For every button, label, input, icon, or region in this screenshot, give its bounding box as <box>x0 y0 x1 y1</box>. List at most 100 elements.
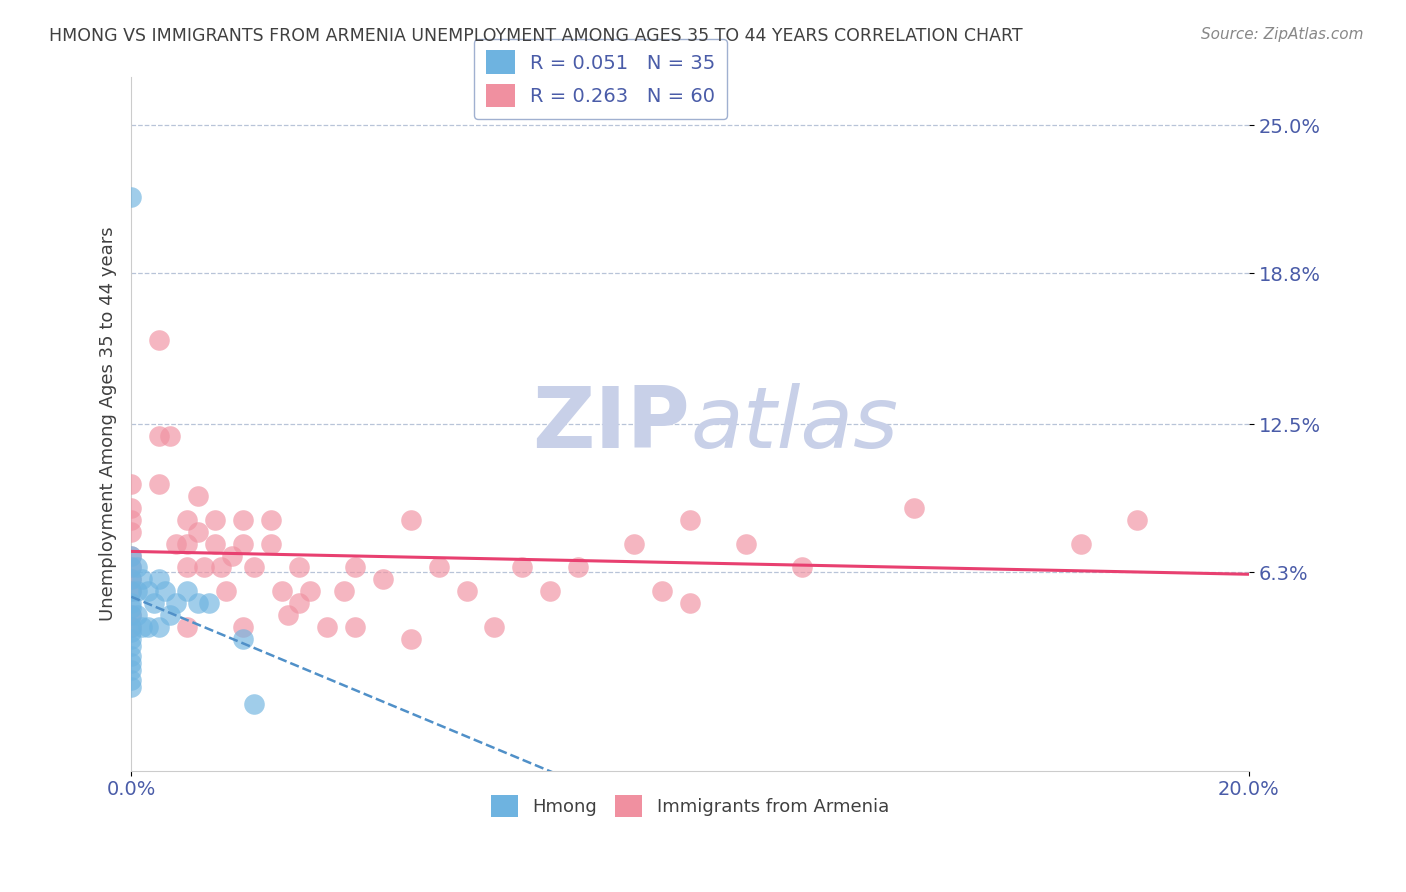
Point <box>159 608 181 623</box>
Point <box>120 573 142 587</box>
Point <box>120 549 142 563</box>
Point <box>187 489 209 503</box>
Point <box>120 596 142 610</box>
Point <box>204 536 226 550</box>
Point <box>120 513 142 527</box>
Point <box>120 601 142 615</box>
Point <box>120 625 142 640</box>
Point <box>623 536 645 550</box>
Point <box>567 560 589 574</box>
Point <box>176 513 198 527</box>
Point <box>187 596 209 610</box>
Legend: Hmong, Immigrants from Armenia: Hmong, Immigrants from Armenia <box>484 788 897 824</box>
Point <box>120 680 142 694</box>
Point <box>332 584 354 599</box>
Text: atlas: atlas <box>690 383 898 466</box>
Point <box>136 620 159 634</box>
Point <box>120 620 142 634</box>
Text: HMONG VS IMMIGRANTS FROM ARMENIA UNEMPLOYMENT AMONG AGES 35 TO 44 YEARS CORRELAT: HMONG VS IMMIGRANTS FROM ARMENIA UNEMPLO… <box>49 27 1022 45</box>
Point <box>232 632 254 647</box>
Point <box>176 584 198 599</box>
Point <box>299 584 322 599</box>
Point <box>120 640 142 654</box>
Point <box>1070 536 1092 550</box>
Point <box>288 560 311 574</box>
Point <box>456 584 478 599</box>
Point <box>120 584 142 599</box>
Point <box>176 620 198 634</box>
Point <box>120 620 142 634</box>
Point <box>148 334 170 348</box>
Point <box>120 549 142 563</box>
Point <box>903 500 925 515</box>
Point <box>399 632 422 647</box>
Point <box>148 620 170 634</box>
Point <box>399 513 422 527</box>
Point <box>232 620 254 634</box>
Point <box>120 573 142 587</box>
Point <box>120 584 142 599</box>
Point <box>131 620 153 634</box>
Point <box>343 620 366 634</box>
Point <box>176 560 198 574</box>
Point <box>215 584 238 599</box>
Point <box>484 620 506 634</box>
Point <box>125 608 148 623</box>
Point <box>232 513 254 527</box>
Point <box>159 429 181 443</box>
Y-axis label: Unemployment Among Ages 35 to 44 years: Unemployment Among Ages 35 to 44 years <box>100 227 117 622</box>
Point <box>125 560 148 574</box>
Point <box>790 560 813 574</box>
Point <box>120 632 142 647</box>
Point <box>120 663 142 677</box>
Text: ZIP: ZIP <box>533 383 690 466</box>
Point <box>120 560 142 574</box>
Point <box>120 673 142 687</box>
Point <box>153 584 176 599</box>
Point <box>120 560 142 574</box>
Point <box>735 536 758 550</box>
Point <box>198 596 221 610</box>
Point <box>120 656 142 670</box>
Point <box>120 608 142 623</box>
Point <box>120 524 142 539</box>
Point <box>165 536 187 550</box>
Point <box>131 573 153 587</box>
Point <box>120 476 142 491</box>
Point <box>125 584 148 599</box>
Point <box>165 596 187 610</box>
Point <box>271 584 294 599</box>
Point <box>315 620 337 634</box>
Point <box>136 584 159 599</box>
Point <box>243 560 266 574</box>
Point <box>187 524 209 539</box>
Text: Source: ZipAtlas.com: Source: ZipAtlas.com <box>1201 27 1364 42</box>
Point <box>176 536 198 550</box>
Point <box>148 429 170 443</box>
Point <box>193 560 215 574</box>
Point <box>243 697 266 711</box>
Point <box>277 608 299 623</box>
Point <box>120 190 142 204</box>
Point <box>371 573 394 587</box>
Point <box>209 560 232 574</box>
Point <box>343 560 366 574</box>
Point <box>148 573 170 587</box>
Point <box>120 648 142 663</box>
Point <box>120 608 142 623</box>
Point <box>221 549 243 563</box>
Point <box>120 500 142 515</box>
Point <box>204 513 226 527</box>
Point <box>538 584 561 599</box>
Point <box>288 596 311 610</box>
Point <box>427 560 450 574</box>
Point <box>512 560 534 574</box>
Point <box>1126 513 1149 527</box>
Point <box>679 596 702 610</box>
Point <box>148 476 170 491</box>
Point <box>260 513 283 527</box>
Point <box>651 584 673 599</box>
Point <box>232 536 254 550</box>
Point <box>260 536 283 550</box>
Point <box>142 596 165 610</box>
